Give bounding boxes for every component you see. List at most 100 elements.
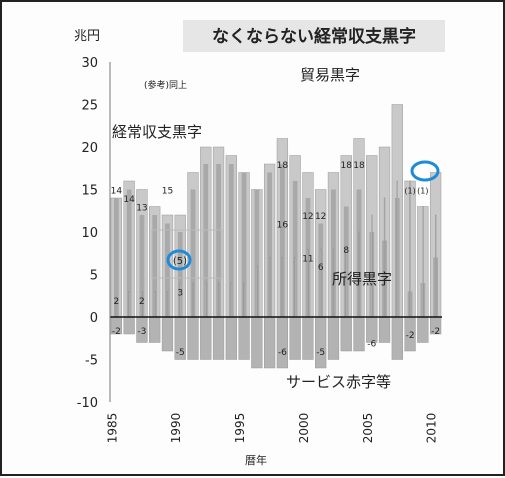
service-deficit-bar bbox=[340, 316, 352, 352]
income-surplus-bar bbox=[166, 291, 169, 318]
income-surplus-bar bbox=[294, 257, 296, 318]
service-deficit-bar bbox=[327, 316, 340, 360]
bar-value-label: 2 bbox=[139, 297, 145, 307]
highlight-box bbox=[151, 229, 223, 279]
trade-surplus-bar bbox=[228, 164, 234, 317]
service-deficit-bar bbox=[417, 316, 429, 343]
bar-value-label: 8 bbox=[343, 246, 349, 256]
income-surplus-bar bbox=[217, 282, 220, 318]
y-tick-label: 10 bbox=[81, 226, 98, 241]
service-deficit-bar bbox=[161, 316, 174, 352]
bar-value-label: 16 bbox=[277, 221, 289, 231]
bar-value-label: 12 bbox=[302, 212, 313, 222]
box-value-label: (1) bbox=[417, 187, 428, 196]
service-deficit-bar bbox=[353, 316, 365, 352]
bar-value-label: 18 bbox=[277, 161, 289, 171]
bar-value-label: 14 bbox=[111, 187, 123, 197]
bar-value-label: 6 bbox=[318, 263, 324, 273]
box-value-label: (1) bbox=[404, 187, 415, 196]
income-surplus-bar bbox=[422, 206, 424, 318]
bar-value-label: -3 bbox=[137, 327, 146, 337]
service-deficit-bar bbox=[225, 316, 237, 360]
bar-value-label: -2 bbox=[112, 327, 121, 337]
bar-value-label: -2 bbox=[431, 327, 440, 337]
bar-value-label: -6 bbox=[367, 340, 376, 350]
trade-surplus-bar bbox=[177, 232, 183, 317]
bar-value-label: 11 bbox=[302, 255, 313, 265]
x-tick-label: 2000 bbox=[297, 413, 311, 444]
trade-surplus-bar bbox=[139, 215, 145, 317]
income-surplus-bar bbox=[192, 282, 194, 318]
chart-title: なくならない経常収支黒字 bbox=[212, 26, 416, 47]
service-deficit-bar bbox=[289, 316, 301, 360]
x-tick-labels: 1985 1990 1995 2000 2005 2010 bbox=[105, 413, 438, 444]
trade-surplus-bar bbox=[114, 198, 119, 317]
service-deficit-bar bbox=[238, 316, 250, 360]
trade-surplus-label: 貿易黒字 bbox=[300, 66, 360, 84]
bar-value-label: 14 bbox=[123, 195, 135, 205]
trade-surplus-bar bbox=[126, 189, 132, 317]
trade-surplus-bar bbox=[280, 164, 285, 317]
axes-layer bbox=[109, 62, 442, 402]
income-surplus-bar bbox=[243, 282, 245, 318]
y-unit-label: 兆円 bbox=[74, 29, 100, 44]
bar-value-label: 18 bbox=[341, 161, 353, 171]
trade-surplus-bar bbox=[267, 172, 272, 317]
income-surplus-bar bbox=[205, 282, 207, 318]
service-deficit-bar bbox=[315, 316, 327, 369]
x-tick-label: 1985 bbox=[105, 413, 119, 444]
service-deficit-bar bbox=[212, 316, 225, 360]
income-surplus-bar bbox=[128, 291, 130, 318]
income-surplus-bar bbox=[281, 257, 284, 318]
service-deficit-bar bbox=[391, 316, 403, 360]
bar-value-label: 2 bbox=[114, 297, 120, 307]
trade-surplus-bar bbox=[152, 215, 158, 317]
current-account-label: 経常収支黒字 bbox=[112, 123, 202, 141]
highlight-circle-2010 bbox=[410, 160, 440, 182]
service-deficit-bar bbox=[263, 316, 276, 369]
y-tick-label: -10 bbox=[77, 396, 98, 411]
income-surplus-bar bbox=[320, 248, 322, 318]
x-tick-label: 1990 bbox=[169, 413, 183, 444]
y-tick-label: 25 bbox=[81, 99, 98, 114]
income-surplus-bar bbox=[383, 197, 386, 318]
x-tick-label: 1995 bbox=[233, 413, 247, 444]
highlight-circle-1990 bbox=[166, 249, 192, 271]
bar-value-label: 15 bbox=[162, 187, 173, 197]
income-surplus-bar bbox=[434, 214, 437, 318]
note-label: (参考)同上 bbox=[144, 79, 187, 91]
box-value-label: (5) bbox=[173, 256, 187, 267]
income-surplus-bar bbox=[371, 214, 373, 318]
y-tick-label: 20 bbox=[81, 141, 98, 156]
service-deficit-bar bbox=[123, 316, 135, 335]
x-tick-label: 2010 bbox=[425, 413, 439, 444]
bar-value-label: -5 bbox=[316, 348, 325, 358]
bar-value-label: 18 bbox=[353, 161, 365, 171]
income-surplus-bar bbox=[230, 282, 232, 318]
service-deficit-bar bbox=[187, 316, 199, 360]
trade-surplus-bar bbox=[292, 181, 298, 317]
trade-surplus-bar bbox=[165, 223, 170, 317]
service-deficit-bar bbox=[200, 316, 212, 360]
x-axis-label: 暦年 bbox=[245, 453, 267, 467]
y-tick-label: 5 bbox=[90, 269, 98, 284]
income-surplus-bar bbox=[396, 180, 398, 318]
income-surplus-label: 所得黒字 bbox=[332, 270, 392, 288]
trade-surplus-bar bbox=[190, 189, 196, 317]
income-surplus-bar bbox=[268, 257, 271, 318]
bar-value-label: -6 bbox=[278, 348, 287, 358]
y-tick-label: 15 bbox=[81, 184, 98, 199]
bar-value-label: 13 bbox=[136, 204, 147, 214]
bar-value-label: -5 bbox=[176, 348, 185, 358]
bar-value-label: 12 bbox=[315, 212, 326, 222]
title-background bbox=[183, 20, 445, 52]
y-tick-label: -5 bbox=[85, 354, 98, 369]
trade-surplus-bar bbox=[254, 189, 260, 317]
income-surplus-bar bbox=[256, 265, 258, 318]
service-deficit-bar bbox=[251, 316, 263, 369]
service-deficit-bar bbox=[276, 316, 289, 369]
bar-value-label: -2 bbox=[406, 331, 415, 341]
income-surplus-bar bbox=[154, 291, 156, 318]
